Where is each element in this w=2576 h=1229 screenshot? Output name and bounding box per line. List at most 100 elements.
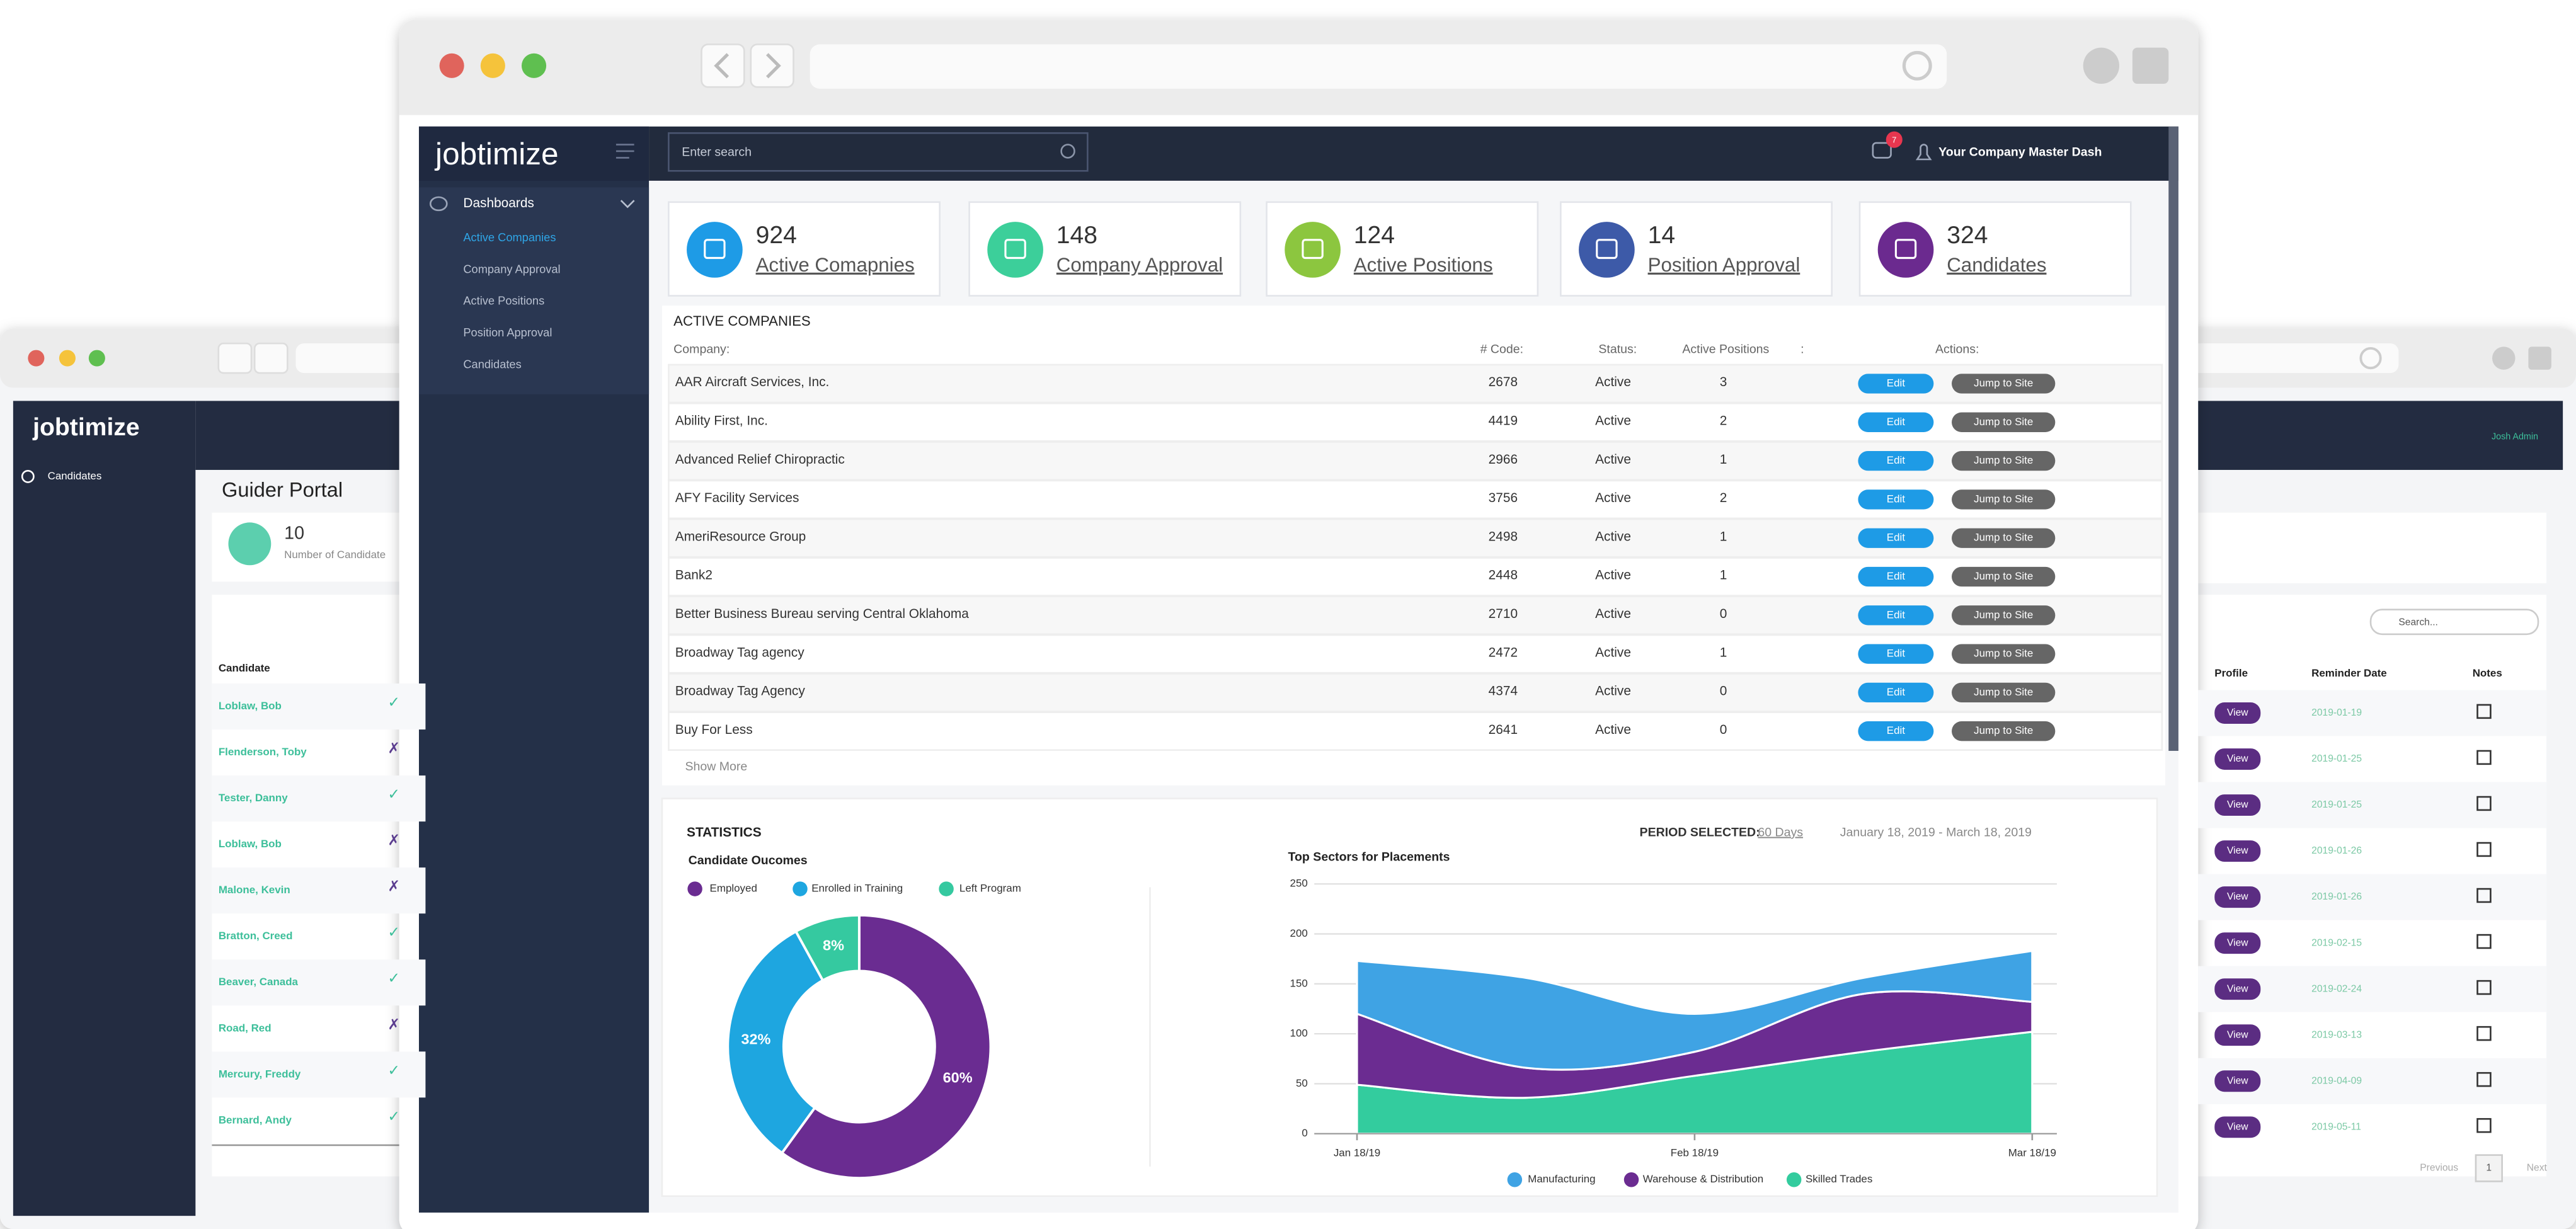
edit-button[interactable]: [1858, 644, 1934, 664]
view-label[interactable]: View: [2227, 937, 2248, 948]
jump-button[interactable]: [1952, 605, 2056, 626]
view-button[interactable]: [2214, 1070, 2261, 1092]
edit-button[interactable]: [1858, 721, 1934, 741]
view-button[interactable]: [2214, 1024, 2261, 1046]
view-label[interactable]: View: [2227, 891, 2248, 902]
notes-icon[interactable]: [2476, 1072, 2492, 1087]
forward-button[interactable]: [253, 342, 289, 374]
card-label[interactable]: Active Positions: [1354, 254, 1493, 276]
jump-button[interactable]: [1952, 566, 2056, 587]
jump-label[interactable]: Jump to Site: [1974, 570, 2033, 582]
view-button[interactable]: [2214, 702, 2261, 724]
card-label[interactable]: Candidates: [1947, 254, 2046, 276]
account-name[interactable]: Your Company Master Dash: [1938, 146, 2102, 159]
notes-icon[interactable]: [2476, 1026, 2492, 1041]
chat-icon[interactable]: [1872, 142, 1892, 159]
edit-label[interactable]: Edit: [1887, 724, 1905, 736]
jump-button[interactable]: [1952, 489, 2056, 510]
view-button[interactable]: [2214, 1116, 2261, 1138]
jump-label[interactable]: Jump to Site: [1974, 686, 2033, 698]
edit-button[interactable]: [1858, 489, 1934, 510]
edit-button[interactable]: [1858, 682, 1934, 703]
jump-button[interactable]: [1952, 374, 2056, 394]
back-button[interactable]: [701, 43, 745, 88]
edit-button[interactable]: [1858, 374, 1934, 394]
edit-label[interactable]: Edit: [1887, 570, 1905, 582]
submenu-item[interactable]: Active Positions: [463, 294, 544, 307]
submenu-item[interactable]: Active Companies: [463, 231, 556, 244]
jump-button[interactable]: [1952, 682, 2056, 703]
jump-label[interactable]: Jump to Site: [1974, 377, 2033, 389]
download-icon[interactable]: [2492, 346, 2516, 370]
edit-label[interactable]: Edit: [1887, 532, 1905, 544]
download-icon[interactable]: [2083, 47, 2120, 84]
pagination[interactable]: Previous: [2420, 1163, 2458, 1174]
submenu-item[interactable]: Candidates: [463, 357, 521, 370]
jump-button[interactable]: [1952, 528, 2056, 548]
notes-icon[interactable]: [2476, 750, 2492, 765]
edit-button[interactable]: [1858, 528, 1934, 548]
view-label[interactable]: View: [2227, 753, 2248, 764]
hamburger[interactable]: [615, 144, 634, 159]
address-bar[interactable]: [810, 44, 1947, 89]
view-label[interactable]: View: [2227, 1029, 2248, 1040]
view-label[interactable]: View: [2227, 707, 2248, 718]
jump-button[interactable]: [1952, 450, 2056, 471]
notes-icon[interactable]: [2476, 934, 2492, 949]
edit-label[interactable]: Edit: [1887, 686, 1905, 698]
notes-icon[interactable]: [2476, 796, 2492, 811]
view-button[interactable]: [2214, 794, 2261, 816]
view-label[interactable]: View: [2227, 845, 2248, 856]
edit-button[interactable]: [1858, 566, 1934, 587]
jump-button[interactable]: [1952, 412, 2056, 432]
edit-button[interactable]: [1858, 605, 1934, 626]
notes-icon[interactable]: [2476, 1118, 2492, 1133]
card-label[interactable]: Position Approval: [1648, 254, 1800, 276]
fullscreen-icon[interactable]: [2132, 47, 2169, 84]
fullscreen-icon[interactable]: [2528, 346, 2551, 370]
jump-label[interactable]: Jump to Site: [1974, 609, 2033, 620]
forward-button[interactable]: [750, 43, 794, 88]
jump-label[interactable]: Jump to Site: [1974, 454, 2033, 466]
submenu-item[interactable]: Company Approval: [463, 262, 560, 275]
notes-icon[interactable]: [2476, 704, 2492, 719]
reload-icon[interactable]: [1902, 50, 1932, 81]
scrollbar[interactable]: [2168, 126, 2178, 751]
edit-label[interactable]: Edit: [1887, 609, 1905, 620]
jump-label[interactable]: Jump to Site: [1974, 416, 2033, 428]
notes-icon[interactable]: [2476, 980, 2492, 995]
edit-button[interactable]: [1858, 450, 1934, 471]
pagination[interactable]: Next: [2527, 1163, 2548, 1174]
bell-icon[interactable]: [1915, 144, 1932, 161]
view-button[interactable]: [2214, 748, 2261, 770]
view-button[interactable]: [2214, 886, 2261, 908]
jump-label[interactable]: Jump to Site: [1974, 532, 2033, 544]
back-button[interactable]: [217, 342, 253, 374]
show-more[interactable]: Show More: [685, 760, 747, 774]
reload-icon[interactable]: [2359, 347, 2382, 370]
notes-icon[interactable]: [2476, 842, 2492, 857]
view-button[interactable]: [2214, 978, 2261, 1000]
view-button[interactable]: [2214, 840, 2261, 862]
view-button[interactable]: [2214, 932, 2261, 954]
jump-label[interactable]: Jump to Site: [1974, 493, 2033, 505]
card-label[interactable]: Company Approval: [1056, 254, 1223, 276]
card-label[interactable]: Active Comapnies: [756, 254, 915, 276]
view-label[interactable]: View: [2227, 983, 2248, 994]
edit-label[interactable]: Edit: [1887, 377, 1905, 389]
jump-label[interactable]: Jump to Site: [1974, 648, 2033, 660]
view-label[interactable]: View: [2227, 1121, 2248, 1132]
edit-label[interactable]: Edit: [1887, 454, 1905, 466]
notes-icon[interactable]: [2476, 888, 2492, 903]
search-box[interactable]: [668, 132, 1089, 172]
pagination[interactable]: 1: [2486, 1163, 2492, 1174]
search-box[interactable]: [2369, 609, 2539, 636]
menu[interactable]: Dashboards: [463, 196, 534, 210]
period-value[interactable]: 60 Days: [1758, 826, 1803, 840]
view-label[interactable]: View: [2227, 799, 2248, 810]
jump-label[interactable]: Jump to Site: [1974, 724, 2033, 736]
edit-button[interactable]: [1858, 412, 1934, 432]
submenu-item[interactable]: Position Approval: [463, 326, 552, 339]
jump-button[interactable]: [1952, 644, 2056, 664]
view-label[interactable]: View: [2227, 1075, 2248, 1086]
